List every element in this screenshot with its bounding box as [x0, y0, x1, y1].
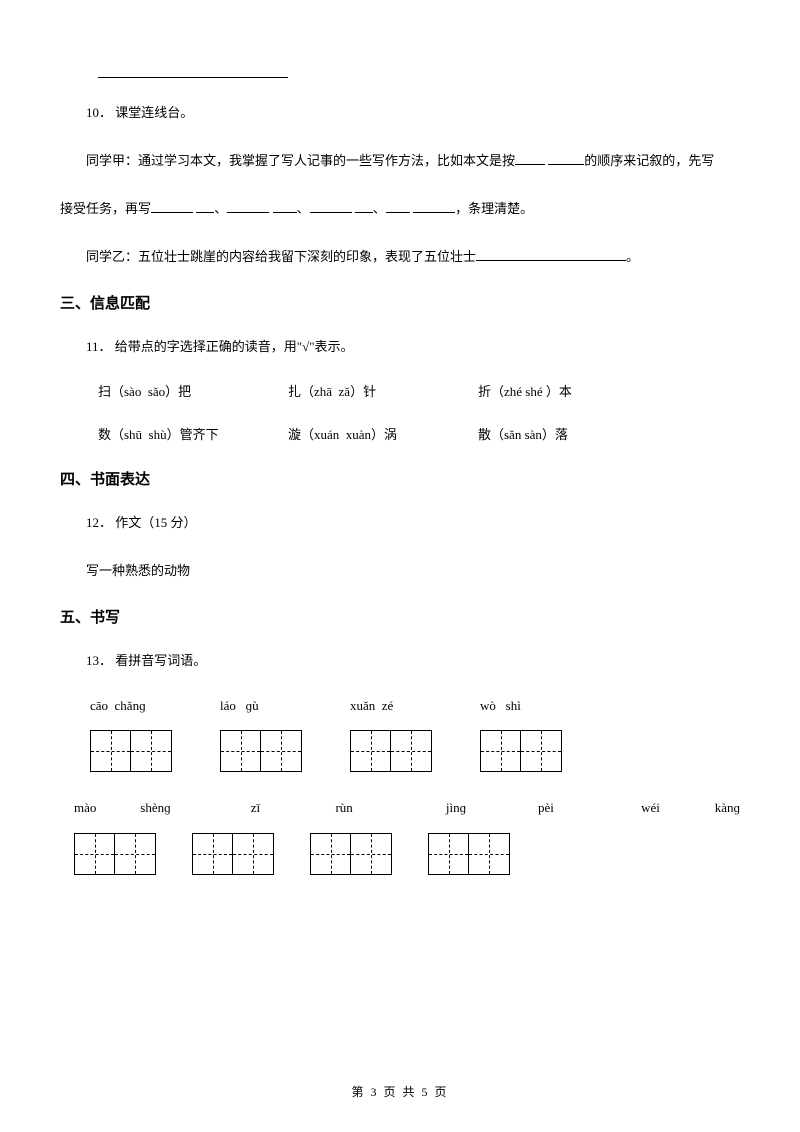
q12-num: 12．	[86, 515, 112, 530]
q13-pinyin-row1: cāo chǎnɡ láo ɡù xuǎn zé wò shì	[90, 696, 740, 717]
q11-r2-2: 漩（xuán xuàn）涡	[288, 425, 478, 446]
p2-3: zī	[251, 798, 336, 819]
blank	[476, 247, 626, 261]
section-3-title: 三、信息匹配	[60, 292, 740, 316]
writing-box	[350, 730, 432, 772]
q10-l3a: 同学乙：五位壮士跳崖的内容给我留下深刻的印象，表现了五位壮士	[86, 249, 476, 264]
section-5-title: 五、书写	[60, 606, 740, 630]
writing-box	[74, 833, 156, 875]
p2-5: jìnɡ	[446, 798, 538, 819]
q12-body: 写一种熟悉的动物	[60, 558, 740, 584]
q10-l1b: 的顺序来记叙的，先写	[584, 153, 714, 168]
q10-l3b: 。	[626, 249, 639, 264]
blank	[515, 151, 545, 165]
q10-num: 10．	[86, 105, 112, 120]
p2-7: wéi	[641, 798, 715, 819]
q12-title: 作文（15 分）	[115, 515, 196, 530]
blank	[310, 199, 352, 213]
p2-2: shènɡ	[140, 798, 250, 819]
q11-title: 给带点的字选择正确的读音，用"√"表示。	[115, 339, 354, 354]
blank	[273, 199, 297, 213]
writing-box	[192, 833, 274, 875]
blank	[355, 199, 373, 213]
q13-title: 看拼音写词语。	[115, 653, 206, 668]
writing-box	[220, 730, 302, 772]
q10-line2: 接受任务，再写 、 、 、 ，条理清楚。	[60, 196, 740, 222]
q11-title-line: 11． 给带点的字选择正确的读音，用"√"表示。	[60, 334, 740, 360]
q11-r1-1: 扫（sào sǎo）把	[98, 382, 288, 403]
q10-line1: 同学甲：通过学习本文，我掌握了写人记事的一些写作方法，比如本文是按 的顺序来记叙…	[60, 148, 740, 174]
p1-1: cāo chǎnɡ	[90, 696, 220, 717]
q10-l2b: ，条理清楚。	[455, 201, 533, 216]
blank	[413, 199, 455, 213]
blank	[548, 151, 584, 165]
writing-box	[480, 730, 562, 772]
q11-row1: 扫（sào sǎo）把 扎（zhā zǎ）针 折（zhé shé ）本	[98, 382, 740, 403]
p2-1: mào	[74, 798, 140, 819]
q11-num: 11．	[86, 339, 112, 354]
q10-title: 课堂连线台。	[115, 105, 193, 120]
q11-r1-3: 折（zhé shé ）本	[478, 382, 572, 403]
section-4-title: 四、书面表达	[60, 468, 740, 492]
writing-box	[90, 730, 172, 772]
q10-title-line: 10． 课堂连线台。	[60, 100, 740, 126]
p2-8: kànɡ	[715, 798, 740, 819]
p1-3: xuǎn zé	[350, 696, 480, 717]
blank	[386, 199, 410, 213]
writing-box	[310, 833, 392, 875]
answer-blank-line	[98, 60, 288, 78]
q10-l2a: 接受任务，再写	[60, 201, 151, 216]
q13-pinyin-row2: mào shènɡ zī rùn jìnɡ pèi wéi kànɡ	[74, 798, 740, 819]
blank	[227, 199, 269, 213]
blank	[196, 199, 214, 213]
q11-r1-2: 扎（zhā zǎ）针	[288, 382, 478, 403]
p1-4: wò shì	[480, 696, 521, 717]
writing-box	[428, 833, 510, 875]
p2-6: pèi	[538, 798, 641, 819]
p2-4: rùn	[335, 798, 445, 819]
q13-num: 13．	[86, 653, 112, 668]
q10-line3: 同学乙：五位壮士跳崖的内容给我留下深刻的印象，表现了五位壮士 。	[60, 244, 740, 270]
q13-boxes-row2	[74, 833, 740, 875]
p1-2: láo ɡù	[220, 696, 350, 717]
q11-r2-3: 散（sǎn sàn）落	[478, 425, 568, 446]
blank	[151, 199, 193, 213]
q11-r2-1: 数（shū shù）管齐下	[98, 425, 288, 446]
q11-row2: 数（shū shù）管齐下 漩（xuán xuàn）涡 散（sǎn sàn）落	[98, 425, 740, 446]
page-footer: 第 3 页 共 5 页	[0, 1083, 800, 1102]
q10-l1a: 同学甲：通过学习本文，我掌握了写人记事的一些写作方法，比如本文是按	[86, 153, 515, 168]
q12-title-line: 12． 作文（15 分）	[60, 510, 740, 536]
q13-title-line: 13． 看拼音写词语。	[60, 648, 740, 674]
q13-boxes-row1	[90, 730, 740, 772]
